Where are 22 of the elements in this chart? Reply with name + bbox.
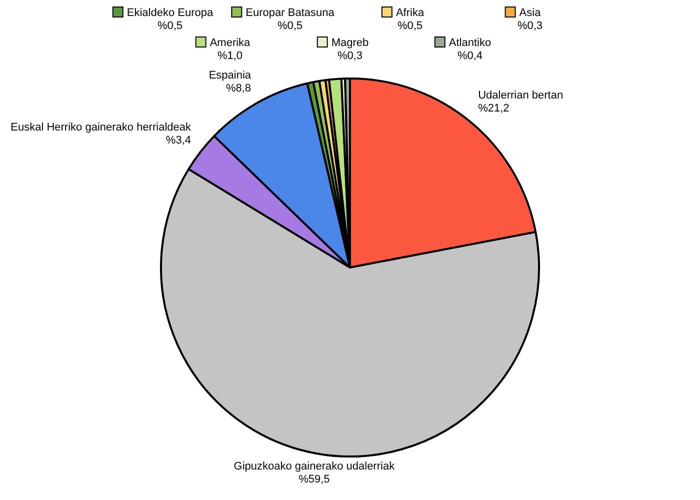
legend-label: Magreb [331, 37, 369, 49]
data-label: %0,3 [517, 20, 543, 32]
legend-label: Amerika [210, 37, 252, 49]
legend-label: Asia [519, 7, 542, 19]
data-label: %0,5 [277, 20, 303, 32]
legend-label: Ekialdeko Europa [126, 7, 214, 19]
legend-label: Europar Batasuna [246, 7, 336, 19]
data-label: %0,3 [337, 50, 363, 62]
data-label: %1,0 [217, 50, 243, 62]
data-label: %0,5 [157, 20, 183, 32]
slice-label: Espainia [208, 70, 252, 82]
legend-label: Afrika [396, 7, 425, 19]
data-label: %59,5 [298, 473, 330, 486]
slice-label: Gipuzkoako gainerako udalerriak [234, 460, 396, 472]
slice-label: Udalerrian bertan [478, 90, 564, 102]
slice-label: Euskal Herriko gainerako herrialdeak [10, 122, 192, 134]
data-label: %21,2 [478, 102, 510, 115]
legend-label: Atlantiko [448, 37, 492, 49]
data-label: %0,4 [457, 50, 483, 62]
data-label: %8,8 [226, 82, 252, 95]
data-label: %0,5 [397, 20, 423, 32]
data-label: %3,4 [166, 134, 191, 147]
